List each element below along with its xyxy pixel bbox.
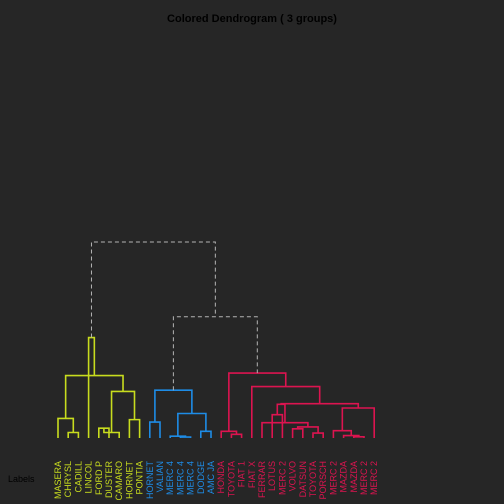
leaf-label-18: FIAT 1 [237,461,247,487]
leaf-label-15: AMC JA [206,461,216,494]
dendrogram-link-21 [276,403,286,423]
leaf-label-1: CHRYSL [63,461,73,497]
leaf-label-2: CADILL [73,461,83,493]
dendrogram-link-30 [90,241,216,338]
leaf-label-14: DODGE [196,461,206,494]
leaf-label-23: VOLVO [288,461,298,491]
leaf-label-11: MERC 4 [165,461,175,495]
dendrogram-link-0 [67,431,80,438]
leaf-label-24: DATSUN [298,461,308,497]
leaf-label-29: MAZDA [349,461,359,493]
dendrogram-link-14 [230,433,243,438]
dendrogram-links [57,241,375,438]
dendrogram-link-10 [169,435,187,438]
leaf-label-22: MERC 2 [277,461,287,495]
leaf-label-9: HORNET [145,460,155,499]
leaf-label-17: TOYOTA [226,461,236,497]
dendrogram-link-1 [57,417,75,438]
leaf-label-27: MERC 2 [328,461,338,495]
leaf-label-6: CAMARO [114,461,124,501]
leaf-label-12: MERC 4 [175,461,185,495]
dendrogram-link-7 [87,336,96,438]
dendrogram-link-9 [179,436,192,438]
leaf-label-26: PORSCH [318,461,328,500]
dendrogram-link-22 [353,435,365,438]
leaf-labels: MASERA CHRYSL CADILL LINCOL FORD P DUSTER CAMA… [53,460,379,500]
leaf-label-13: MERC 4 [186,461,196,495]
dendrogram-link-25 [341,407,375,438]
leaf-label-31: MERC 2 [369,461,379,495]
leaf-label-4: FORD P [94,461,104,495]
leaf-label-7: HORNET [124,460,134,499]
leaf-label-21: LOTUS [267,461,277,491]
dendrogram-link-24 [332,429,353,438]
leaf-label-25: TOYOTA [308,461,318,497]
leaf-label-20: FERRAR [257,461,267,499]
dendrogram-link-19 [296,426,319,434]
dendrogram-link-18 [312,432,324,438]
dendrogram-link-15 [220,430,238,438]
leaf-label-3: LINCOL [84,461,94,494]
dendrogram-link-5 [110,390,136,433]
chart-title: Colored Dendrogram ( 3 groups) [167,13,337,25]
leaf-label-10: VALIAN [155,461,165,492]
leaf-label-8: PONTIA [135,461,145,495]
axis-side-label: Labels [8,474,35,484]
dendrogram-link-11 [200,430,212,438]
leaf-label-19: FIAT X [247,461,257,488]
dendrogram-link-20 [261,421,309,438]
leaf-label-0: MASERA [53,461,63,499]
dendrogram-link-17 [291,428,304,438]
dendrogram-link-29 [172,316,258,391]
dendrogram-link-12 [177,412,207,437]
leaf-label-28: MAZDA [339,461,349,493]
leaf-label-30: MERC 2 [359,461,369,495]
dendrogram-link-6 [64,374,124,419]
dendrogram-link-4 [128,418,141,438]
dendrogram-link-16 [271,413,284,438]
leaf-label-16: HONDA [216,461,226,494]
dendrogram-link-13 [154,389,193,423]
dendrogram-link-8 [149,421,161,438]
leaf-label-5: DUSTER [104,461,114,499]
